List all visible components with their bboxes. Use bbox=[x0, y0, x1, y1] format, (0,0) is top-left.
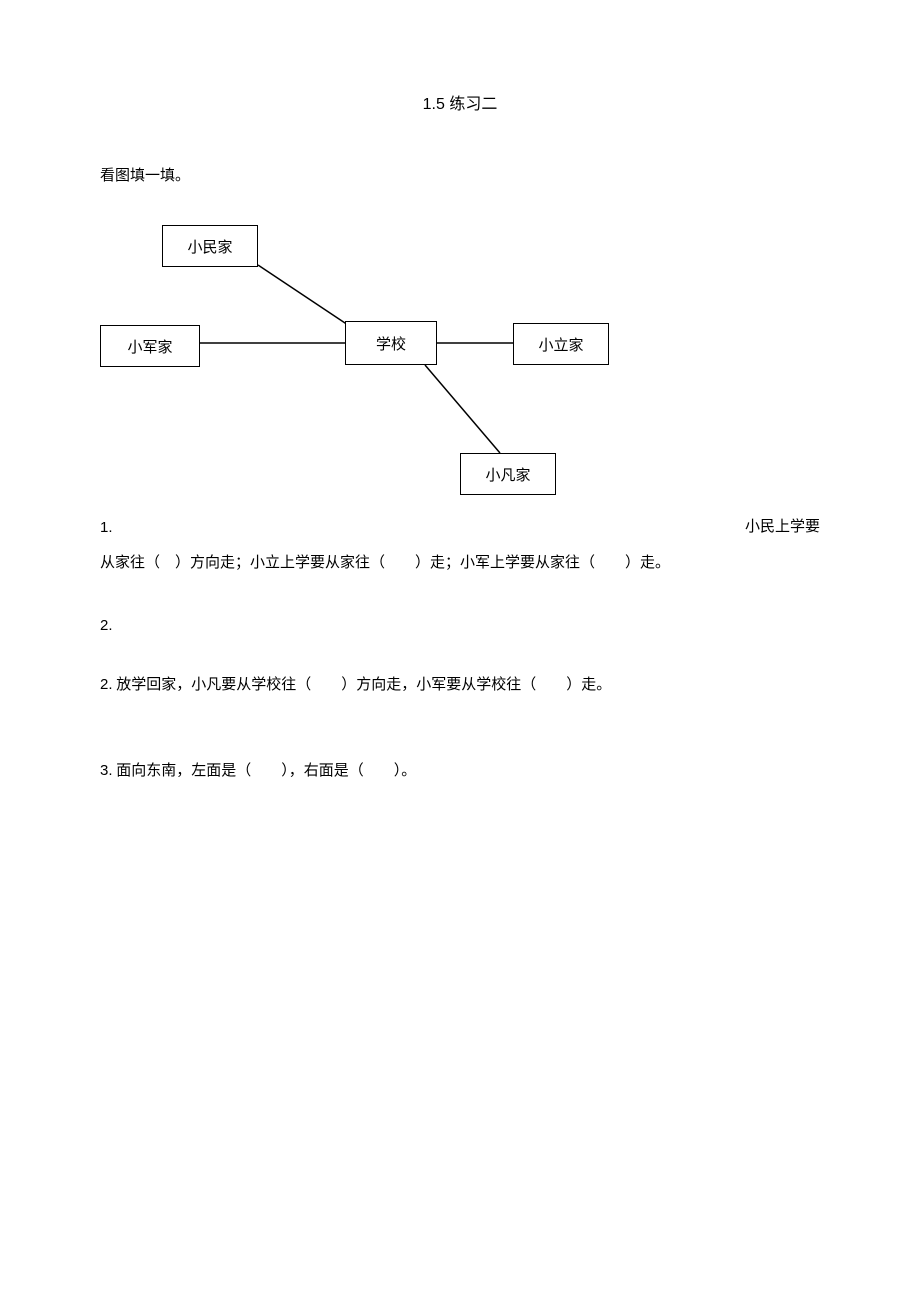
node-xiaojun-home: 小军家 bbox=[100, 325, 200, 367]
question-3: 3. 面向东南，左面是（ ），右面是（ ）。 bbox=[100, 754, 820, 788]
direction-diagram: 小民家 小军家 学校 小立家 小凡家 bbox=[100, 225, 660, 505]
q1-tail-text: 小民上学要 bbox=[745, 515, 820, 536]
node-xiaofan-home: 小凡家 bbox=[460, 453, 556, 495]
node-xiaoli-home: 小立家 bbox=[513, 323, 609, 365]
intro-text: 看图填一填。 bbox=[100, 164, 820, 185]
q1-body-text: 从家往（ ）方向走；小立上学要从家往（ ）走；小军上学要从家往（ ）走。 bbox=[100, 544, 820, 583]
page-title: 1.5 练习二 bbox=[100, 90, 820, 114]
edge-min-school bbox=[258, 265, 348, 325]
q2-number: 2. bbox=[100, 676, 113, 693]
node-xiaomin-home: 小民家 bbox=[162, 225, 258, 267]
question-1: 1. 小民上学要 从家往（ ）方向走；小立上学要从家往（ ）走；小军上学要从家往… bbox=[100, 515, 820, 583]
q3-text: 面向东南，左面是（ ），右面是（ ）。 bbox=[116, 763, 416, 779]
q2-standalone-number: 2. bbox=[100, 617, 820, 634]
q3-number: 3. bbox=[100, 762, 113, 779]
title-number: 1.5 bbox=[423, 96, 445, 113]
q2-text: 放学回家，小凡要从学校往（ ）方向走，小军要从学校往（ ）走。 bbox=[116, 677, 611, 693]
q1-number: 1. bbox=[100, 519, 113, 536]
node-school: 学校 bbox=[345, 321, 437, 365]
title-text: 练习二 bbox=[449, 96, 497, 113]
edge-school-fan bbox=[425, 365, 500, 453]
question-2: 2. 放学回家，小凡要从学校往（ ）方向走，小军要从学校往（ ）走。 bbox=[100, 668, 820, 702]
